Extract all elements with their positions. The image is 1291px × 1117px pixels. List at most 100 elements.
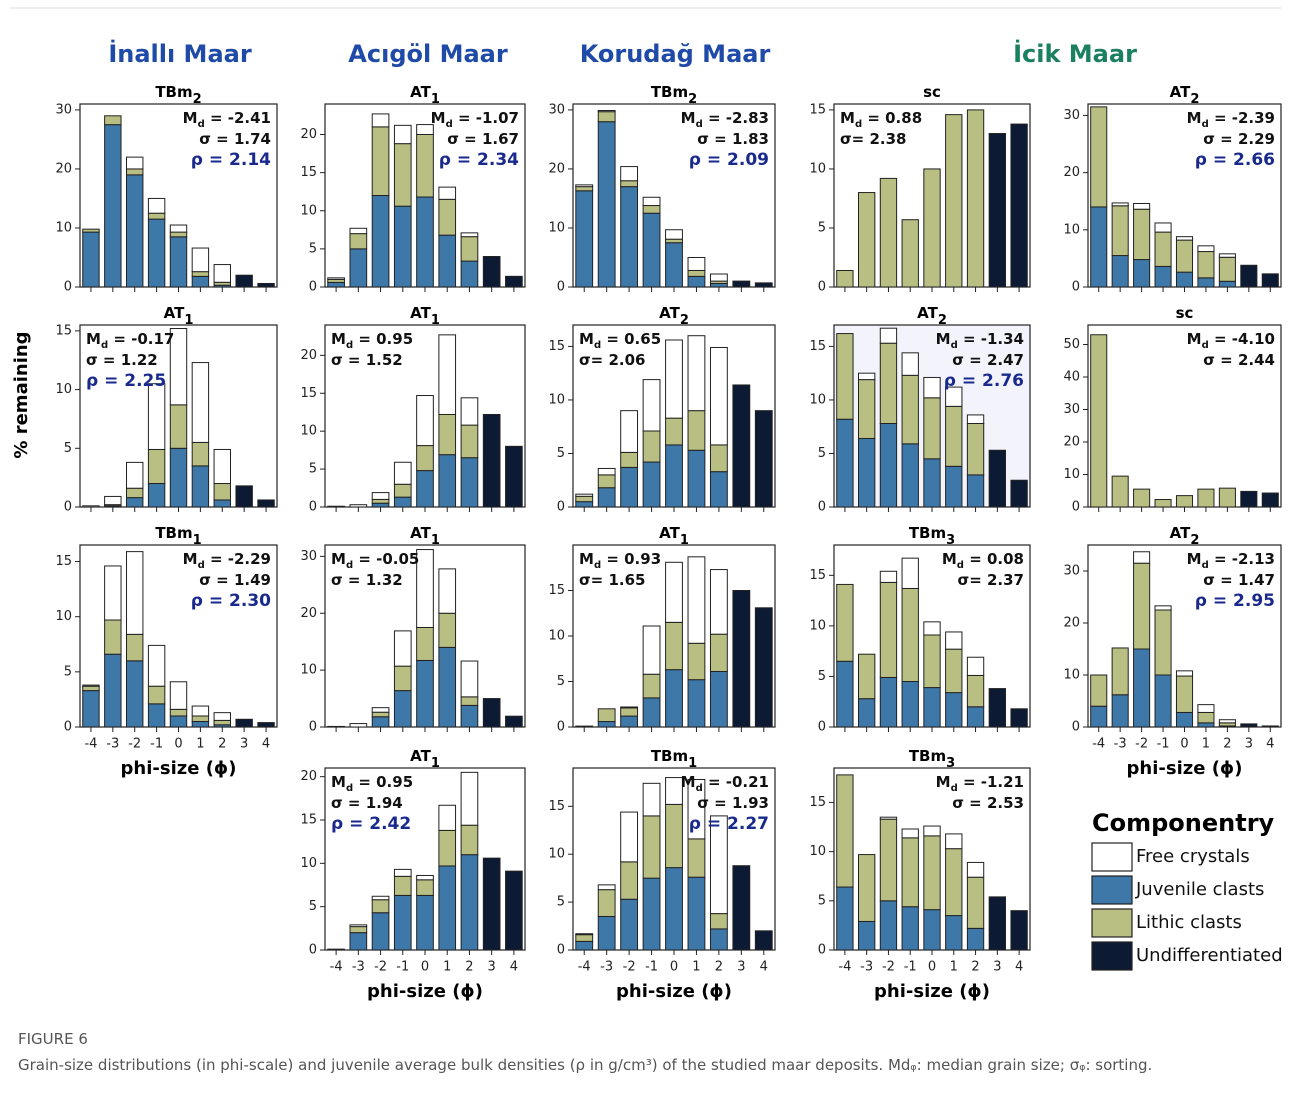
y-tick-label: 15 <box>300 386 317 401</box>
bar-segment <box>460 424 479 459</box>
bar-segment <box>393 143 412 207</box>
bar-segment <box>687 838 706 878</box>
bar-segment <box>901 352 919 376</box>
bar-segment <box>597 109 616 113</box>
y-tick-label: 20 <box>548 161 565 176</box>
bar-segment <box>349 504 368 508</box>
bar-segment <box>393 690 412 728</box>
bar-segment <box>620 410 639 453</box>
panel-title-sub: 2 <box>1190 92 1199 107</box>
bar-segment <box>923 687 941 728</box>
stat-sub: d <box>951 340 958 351</box>
x-tick-label: 4 <box>1015 960 1023 975</box>
y-tick-label: 15 <box>548 339 565 354</box>
stat-text: ρ = 2.76 <box>944 371 1024 391</box>
panel-stat: Md = 0.95 <box>331 330 413 351</box>
y-tick-label: 15 <box>55 323 72 338</box>
stat-label: M <box>183 550 198 568</box>
x-tick-label: -4 <box>1092 737 1105 752</box>
bar-segment <box>665 777 683 805</box>
panel-stat: Md = 0.88 <box>840 109 922 130</box>
bar-segment <box>665 242 683 288</box>
bar-segment <box>901 587 919 683</box>
y-tick-label: 30 <box>1063 108 1080 123</box>
y-tick-label: 10 <box>809 844 826 859</box>
panel-stat: Md = 0.93 <box>579 550 661 571</box>
panel-title: AT1 <box>410 304 440 329</box>
bar-segment <box>1261 725 1279 728</box>
bar-segment <box>349 723 368 728</box>
stat-label: M <box>840 109 855 127</box>
panel-title: sc <box>923 83 941 101</box>
y-tick-label: 10 <box>55 609 72 624</box>
bar-segment <box>191 247 210 273</box>
bar-segment <box>104 653 122 728</box>
bar-segment <box>349 227 368 235</box>
stat-text: σ = 1.52 <box>331 351 403 369</box>
y-tick-label: 15 <box>809 102 826 117</box>
bar-segment <box>620 706 639 709</box>
panel-title-text: sc <box>923 83 941 101</box>
stat-sub: d <box>951 783 958 794</box>
x-tick-label: -4 <box>84 737 97 752</box>
x-tick-label: 4 <box>262 737 270 752</box>
bar-segment <box>642 815 661 879</box>
stat-sub: d <box>101 340 108 351</box>
bar-segment <box>687 335 706 412</box>
y-tick-label: 10 <box>1063 668 1080 683</box>
bar-segment <box>732 280 751 288</box>
bar-segment <box>257 282 275 288</box>
bar-segment <box>1218 719 1236 724</box>
x-tick-label: 4 <box>1266 737 1274 752</box>
bar-segment <box>836 418 854 508</box>
panel-stat: Md = -0.05 <box>331 550 419 571</box>
stat-label: M <box>1187 330 1202 348</box>
y-tick-label: 10 <box>809 392 826 407</box>
bar-segment <box>1154 499 1172 508</box>
stat-label: M <box>942 550 957 568</box>
bar-segment <box>191 275 210 288</box>
panel-title-sub: 1 <box>680 533 689 548</box>
panel-stat: Md = -2.83 <box>681 109 769 130</box>
stat-sub: d <box>446 119 453 130</box>
bar-segment <box>945 631 963 650</box>
bar-segment <box>213 264 231 283</box>
bar-segment <box>709 273 728 282</box>
bar-segment <box>169 404 188 449</box>
stat-sub: d <box>594 560 601 571</box>
bar-segment <box>687 778 706 840</box>
panel-stat: Md = -4.10 <box>1187 330 1275 351</box>
bar-segment <box>349 924 368 928</box>
panel-stat: σ= 1.65 <box>579 571 645 589</box>
x-tick-label: -3 <box>352 960 365 975</box>
x-axis-label: phi-size (ϕ) <box>874 981 990 1002</box>
bar-segment <box>191 362 210 443</box>
y-tick-label: 20 <box>300 606 317 621</box>
bar-segment <box>966 927 985 951</box>
bar-segment <box>988 133 1007 288</box>
y-tick-label: 5 <box>64 664 72 679</box>
y-tick-label: 0 <box>818 720 826 735</box>
panel-stat: σ = 1.93 <box>697 794 769 812</box>
panel-title-text: sc <box>1176 304 1194 322</box>
x-tick-label: 1 <box>1202 737 1210 752</box>
bar-segment <box>575 933 594 936</box>
panel-stat: σ = 1.83 <box>697 130 769 148</box>
panel-stat: σ = 2.29 <box>1203 130 1275 148</box>
bar-segment <box>393 630 412 667</box>
y-tick-label: 0 <box>818 500 826 515</box>
y-tick-label: 15 <box>55 554 72 569</box>
y-tick-label: 5 <box>309 241 317 256</box>
bar-segment <box>1133 488 1151 508</box>
panel-title: AT2 <box>659 304 689 329</box>
bar-segment <box>460 397 479 426</box>
panel-title: TBm3 <box>909 747 955 772</box>
x-tick-label: -1 <box>396 960 409 975</box>
bar-segment <box>416 470 434 508</box>
bar-segment <box>438 234 457 288</box>
bar-segment <box>1154 265 1172 288</box>
bar-segment <box>416 134 434 198</box>
stat-text: σ = 1.83 <box>697 130 769 148</box>
bar-segment <box>1175 670 1194 677</box>
bar-segment <box>1133 551 1151 564</box>
